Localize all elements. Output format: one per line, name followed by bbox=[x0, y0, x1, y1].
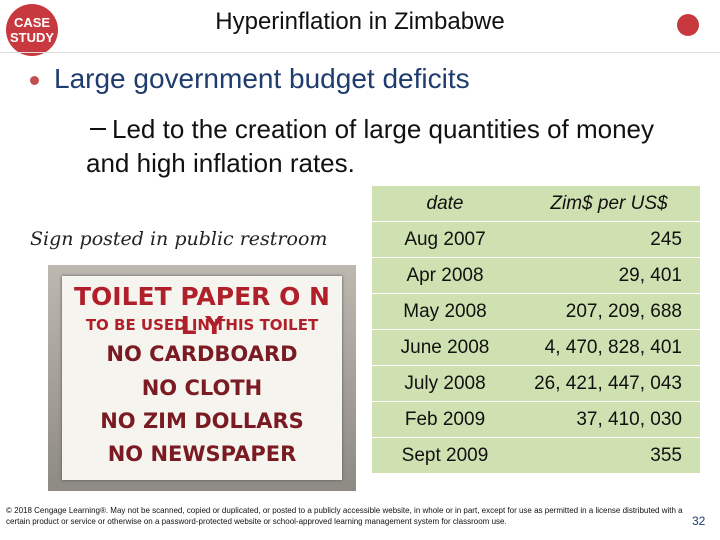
rate-cell: 29, 401 bbox=[618, 264, 682, 286]
rate-cell: 245 bbox=[650, 228, 682, 250]
slide-title: Hyperinflation in Zimbabwe bbox=[215, 8, 505, 35]
logo-dot bbox=[677, 14, 699, 36]
sign: TOILET PAPER O N L Y TO BE USED IN THIS T… bbox=[62, 276, 342, 480]
sub-bullet-marker bbox=[90, 128, 106, 130]
page-number: 32 bbox=[692, 514, 706, 528]
badge-line: CASE bbox=[13, 15, 51, 30]
table-row: Sept 2009 355 bbox=[372, 438, 700, 474]
date-cell: Feb 2009 bbox=[404, 408, 486, 430]
sign-line: NO CLOTH bbox=[141, 376, 263, 400]
copyright: © 2018 Cengage Learning®. May not be sca… bbox=[6, 506, 683, 526]
date-cell: Aug 2007 bbox=[404, 228, 486, 250]
table-row: May 2008 207, 209, 688 bbox=[372, 294, 700, 330]
bullet-text: Large government budget deficits bbox=[54, 63, 470, 94]
header-cell: date bbox=[426, 192, 464, 214]
header-cell: Zim$ per US$ bbox=[550, 192, 668, 214]
table-row: June 2008 4, 470, 828, 401 bbox=[372, 330, 700, 366]
bullet-marker bbox=[30, 76, 39, 85]
rate-cell: 37, 410, 030 bbox=[576, 408, 682, 430]
rate-cell: 4, 470, 828, 401 bbox=[544, 336, 682, 358]
date-cell: Sept 2009 bbox=[401, 444, 489, 466]
case-study-badge: CASE STUDY bbox=[6, 4, 58, 56]
sign-line: NO NEWSPAPER bbox=[107, 442, 297, 466]
sign-line: NO CARDBOARD bbox=[106, 342, 298, 366]
sub-bullet-text: Led to the creation of large quantities … bbox=[86, 114, 655, 178]
date-cell: May 2008 bbox=[403, 300, 487, 322]
date-cell: June 2008 bbox=[400, 336, 490, 358]
rate-cell: 355 bbox=[650, 444, 682, 466]
badge-line: STUDY bbox=[9, 30, 55, 45]
rate-cell: 207, 209, 688 bbox=[565, 300, 682, 322]
table-row: July 2008 26, 421, 447, 043 bbox=[372, 366, 700, 402]
image-caption: Sign posted in public restroom bbox=[30, 228, 328, 250]
header-rule bbox=[0, 52, 720, 53]
table-header-row: date Zim$ per US$ bbox=[372, 186, 700, 222]
table-row: Aug 2007 245 bbox=[372, 222, 700, 258]
sign-line: NO ZIM DOLLARS bbox=[100, 409, 304, 433]
sign-line: TOILET PAPER O N L Y bbox=[74, 282, 330, 340]
sign-line: TO BE USED IN THIS TOILET bbox=[85, 316, 319, 334]
table-row: Feb 2009 37, 410, 030 bbox=[372, 402, 700, 438]
date-cell: July 2008 bbox=[404, 372, 486, 394]
rate-cell: 26, 421, 447, 043 bbox=[534, 372, 682, 394]
exchange-rate-table: date Zim$ per US$ Aug 2007 245 Apr 2008 29, 4… bbox=[372, 186, 700, 474]
date-cell: Apr 2008 bbox=[406, 264, 484, 286]
table-row: Apr 2008 29, 401 bbox=[372, 258, 700, 294]
